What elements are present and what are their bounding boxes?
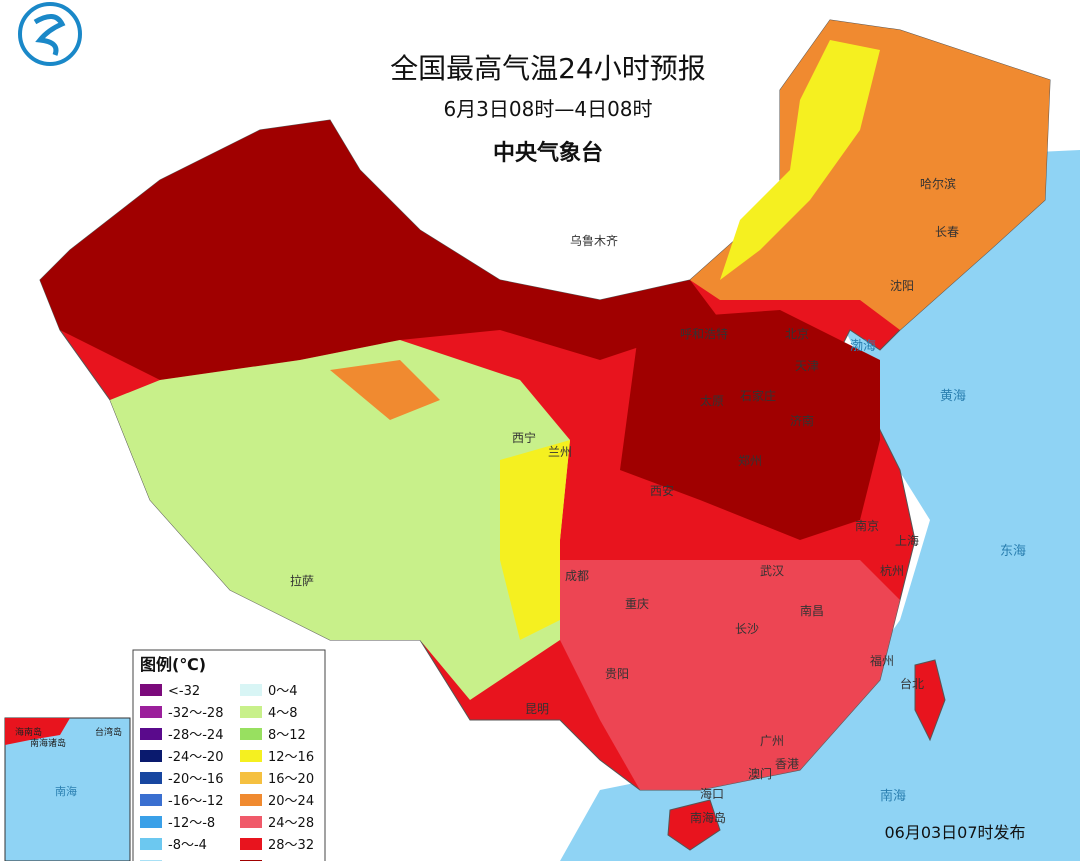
legend-swatch bbox=[240, 684, 262, 696]
legend-swatch bbox=[240, 772, 262, 784]
city: 成都 bbox=[565, 569, 589, 583]
legend-swatch bbox=[140, 728, 162, 740]
legend-swatch bbox=[240, 816, 262, 828]
city: 拉萨 bbox=[290, 573, 314, 588]
legend-swatch bbox=[240, 706, 262, 718]
subtitle: 6月3日08时—4日08时 bbox=[443, 97, 652, 121]
legend-label: -32～-28 bbox=[168, 706, 223, 721]
inset-frame bbox=[4, 717, 131, 861]
city: 昆明 bbox=[525, 702, 549, 716]
taiwan bbox=[914, 659, 946, 742]
cool-northeast bbox=[720, 40, 880, 280]
city: 石家庄 bbox=[740, 388, 776, 403]
city: 南海岛 bbox=[690, 810, 726, 825]
sea-label: 南海 bbox=[880, 788, 906, 804]
city: 济南 bbox=[790, 413, 814, 428]
warm-band bbox=[500, 440, 570, 640]
footer-issued: 06月03日07时发布 bbox=[884, 823, 1025, 842]
issuer: 中央气象台 bbox=[493, 140, 603, 166]
northeast bbox=[690, 20, 1050, 330]
logo-mark bbox=[33, 14, 66, 56]
city: 福州 bbox=[870, 653, 894, 668]
legend-label: -20～-16 bbox=[168, 772, 223, 787]
city: 香港 bbox=[775, 757, 799, 771]
city: 澳门 bbox=[748, 766, 772, 781]
legend-swatch bbox=[140, 706, 162, 718]
legend-swatch bbox=[140, 684, 162, 696]
legend-swatch bbox=[140, 794, 162, 806]
legend-label: 28～32 bbox=[268, 838, 314, 853]
inset-label: 台湾岛 bbox=[95, 726, 122, 738]
legend-label: -8～-4 bbox=[168, 838, 207, 853]
legend-label: 24～28 bbox=[268, 816, 314, 831]
legend-label: -24～-20 bbox=[168, 750, 223, 765]
hot-northwest bbox=[40, 120, 720, 380]
city: 重庆 bbox=[625, 597, 649, 611]
hot-north-china bbox=[620, 310, 880, 540]
legend-label: -12～-8 bbox=[168, 816, 215, 831]
city: 太原 bbox=[700, 393, 724, 408]
legend-swatch bbox=[140, 750, 162, 762]
legend-swatch bbox=[240, 838, 262, 850]
warm-patch bbox=[330, 360, 440, 420]
legend-swatch bbox=[140, 772, 162, 784]
city: 西安 bbox=[650, 483, 674, 498]
hainan bbox=[667, 799, 721, 851]
legend-label: -16～-12 bbox=[168, 794, 223, 809]
city: 沈阳 bbox=[890, 278, 914, 293]
legend-frame bbox=[132, 649, 326, 861]
legend-swatch bbox=[140, 816, 162, 828]
sea-label: 黄海 bbox=[940, 389, 966, 404]
legend-label: <-32 bbox=[168, 684, 200, 699]
city: 西宁 bbox=[512, 430, 536, 445]
inset-label: 海南岛 bbox=[15, 726, 42, 738]
city: 天津 bbox=[795, 359, 819, 373]
city: 杭州 bbox=[880, 563, 904, 578]
legend-title: 图例(℃) bbox=[140, 655, 206, 674]
sea-label: 渤海 bbox=[850, 338, 876, 354]
inset-label: 南海 bbox=[55, 784, 77, 798]
city: 武汉 bbox=[760, 564, 784, 578]
city: 海口 bbox=[700, 786, 724, 801]
city: 长春 bbox=[935, 225, 959, 239]
inset-land bbox=[5, 718, 70, 745]
legend-label: 0～4 bbox=[268, 684, 298, 699]
legend-label: 16～20 bbox=[268, 772, 314, 787]
legend-label: -28～-24 bbox=[168, 728, 223, 743]
city: 长沙 bbox=[735, 622, 759, 636]
legend-label: 12～16 bbox=[268, 750, 314, 765]
legend-label: 4～8 bbox=[268, 706, 298, 721]
city-labels: 乌鲁木齐 哈尔滨 长春 沈阳 呼和浩特 北京 天津 石家庄 太原 济南 西宁 兰… bbox=[290, 176, 959, 825]
legend-swatch bbox=[140, 838, 162, 850]
sea bbox=[560, 150, 1080, 861]
sea-label: 东海 bbox=[1000, 544, 1026, 559]
title: 全国最高气温24小时预报 bbox=[390, 52, 706, 85]
legend-swatch bbox=[240, 728, 262, 740]
city: 郑州 bbox=[738, 453, 762, 468]
sea-labels: 渤海 黄海 东海 南海 bbox=[850, 338, 1026, 804]
city: 南京 bbox=[855, 518, 879, 533]
city: 哈尔滨 bbox=[920, 176, 956, 191]
south-china bbox=[560, 560, 900, 790]
legend-swatch bbox=[240, 750, 262, 762]
city: 广州 bbox=[760, 734, 784, 748]
city: 呼和浩特 bbox=[680, 326, 728, 341]
city: 贵阳 bbox=[605, 667, 629, 681]
city: 上海 bbox=[895, 533, 919, 548]
legend-label: 20～24 bbox=[268, 794, 314, 809]
legend: 图例(℃) <-32 -32～-28 -28～-24 -24～-20 -20～-16 -1… bbox=[132, 649, 326, 861]
legend-swatch bbox=[240, 794, 262, 806]
city: 南昌 bbox=[800, 603, 824, 618]
legend-label: 8～12 bbox=[268, 728, 306, 743]
city: 台北 bbox=[900, 676, 924, 691]
city: 北京 bbox=[785, 327, 809, 341]
city: 乌鲁木齐 bbox=[570, 233, 618, 248]
cool-plateau bbox=[110, 340, 570, 700]
inset-label: 南海诸岛 bbox=[30, 737, 66, 749]
city: 兰州 bbox=[548, 445, 572, 459]
logo bbox=[18, 2, 82, 66]
inset-map: 南海诸岛 台湾岛 海南岛 南海 bbox=[4, 717, 131, 861]
